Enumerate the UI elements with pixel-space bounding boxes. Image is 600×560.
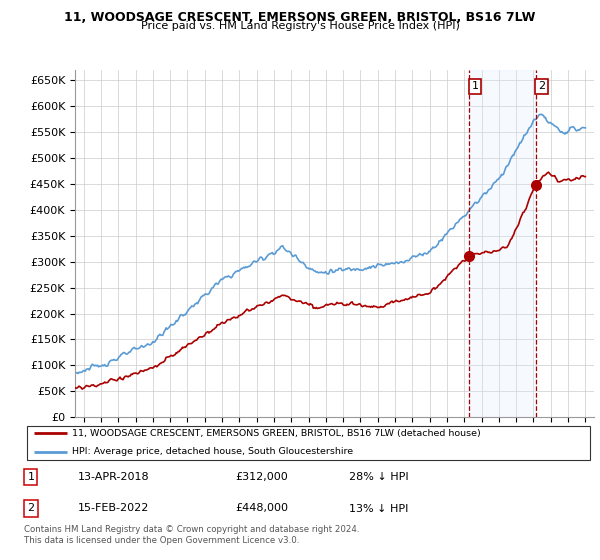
Text: HPI: Average price, detached house, South Gloucestershire: HPI: Average price, detached house, Sout… — [73, 447, 353, 456]
Text: £312,000: £312,000 — [235, 472, 287, 482]
Bar — [469, 70, 536, 417]
Text: 1: 1 — [28, 472, 34, 482]
Text: 13-APR-2018: 13-APR-2018 — [78, 472, 150, 482]
Text: 13% ↓ HPI: 13% ↓ HPI — [349, 503, 408, 514]
Text: 1: 1 — [472, 81, 479, 91]
Text: £448,000: £448,000 — [235, 503, 288, 514]
Text: 2: 2 — [538, 81, 545, 91]
Text: 11, WOODSAGE CRESCENT, EMERSONS GREEN, BRISTOL, BS16 7LW (detached house): 11, WOODSAGE CRESCENT, EMERSONS GREEN, B… — [73, 429, 481, 438]
Text: 15-FEB-2022: 15-FEB-2022 — [78, 503, 149, 514]
Text: 2: 2 — [27, 503, 34, 514]
Text: Contains HM Land Registry data © Crown copyright and database right 2024.
This d: Contains HM Land Registry data © Crown c… — [24, 525, 359, 545]
Text: 28% ↓ HPI: 28% ↓ HPI — [349, 472, 409, 482]
FancyBboxPatch shape — [27, 426, 590, 460]
Text: 11, WOODSAGE CRESCENT, EMERSONS GREEN, BRISTOL, BS16 7LW: 11, WOODSAGE CRESCENT, EMERSONS GREEN, B… — [64, 11, 536, 24]
Text: Price paid vs. HM Land Registry's House Price Index (HPI): Price paid vs. HM Land Registry's House … — [140, 21, 460, 31]
